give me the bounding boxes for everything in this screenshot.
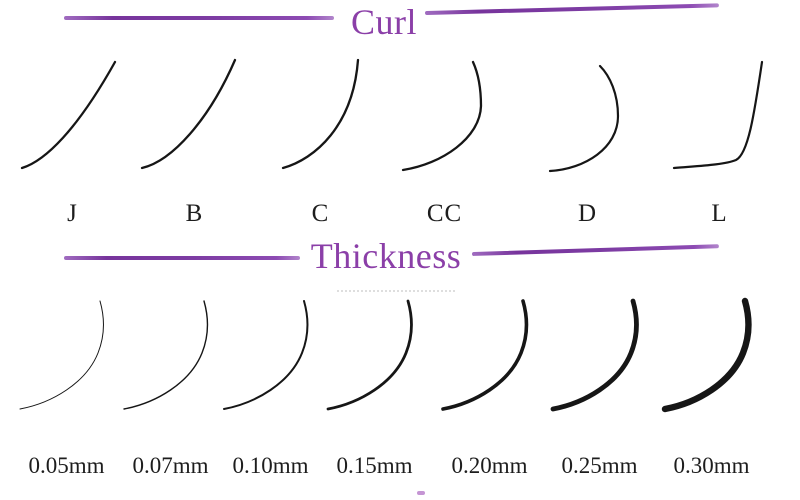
thickness-item: 0.25mm: [547, 295, 652, 479]
thickness-label: 0.15mm: [336, 453, 413, 478]
curl-section-title: Curl: [350, 2, 417, 42]
thickness-divider-line-right: [471, 244, 719, 256]
thickness-lash-icon: [123, 300, 209, 410]
curl-lash-icon: [20, 60, 117, 170]
thickness-lash-icon: [550, 298, 639, 412]
thickness-label: 0.07mm: [132, 453, 209, 478]
curl-item: J: [15, 58, 130, 228]
thickness-lash-icon: [441, 299, 529, 411]
curl-label: CC: [426, 200, 463, 227]
thickness-item: 0.15mm: [322, 295, 427, 479]
faint-watermark-smudge: [337, 284, 455, 292]
curl-item: D: [530, 58, 645, 228]
thickness-lash-icon: [19, 300, 104, 410]
curl-lash-icon: [281, 58, 360, 170]
curl-item: B: [137, 58, 252, 228]
curl-label: C: [311, 200, 330, 227]
curl-divider-line-left: [64, 16, 334, 20]
thickness-lash-icon: [223, 300, 309, 410]
purple-speck: [417, 491, 425, 495]
thickness-divider-line-left: [64, 256, 300, 260]
thickness-section-title: Thickness: [310, 236, 462, 276]
thickness-label: 0.10mm: [232, 453, 309, 478]
thickness-label: 0.05mm: [28, 453, 105, 478]
curl-label: J: [67, 200, 78, 227]
thickness-lash-icon: [326, 299, 413, 411]
thickness-item: 0.20mm: [437, 295, 542, 479]
thickness-item: 0.05mm: [14, 295, 119, 479]
thickness-label: 0.25mm: [561, 453, 638, 478]
curl-lash-icon: [548, 64, 620, 173]
curl-item: L: [662, 58, 777, 228]
thickness-item: 0.10mm: [218, 295, 323, 479]
curl-divider-line-right: [424, 3, 719, 15]
curl-lash-icon: [672, 60, 764, 170]
curl-lash-icon: [140, 58, 237, 170]
curl-label: B: [185, 200, 204, 227]
curl-item: CC: [387, 58, 502, 228]
thickness-item: 0.30mm: [659, 295, 764, 479]
curl-label: L: [711, 200, 728, 227]
thickness-item: 0.07mm: [118, 295, 223, 479]
curl-item: C: [263, 58, 378, 228]
thickness-label: 0.30mm: [673, 453, 750, 478]
thickness-lash-icon: [661, 297, 752, 413]
curl-lash-icon: [401, 60, 483, 172]
curl-label: D: [577, 200, 598, 227]
thickness-label: 0.20mm: [451, 453, 528, 478]
